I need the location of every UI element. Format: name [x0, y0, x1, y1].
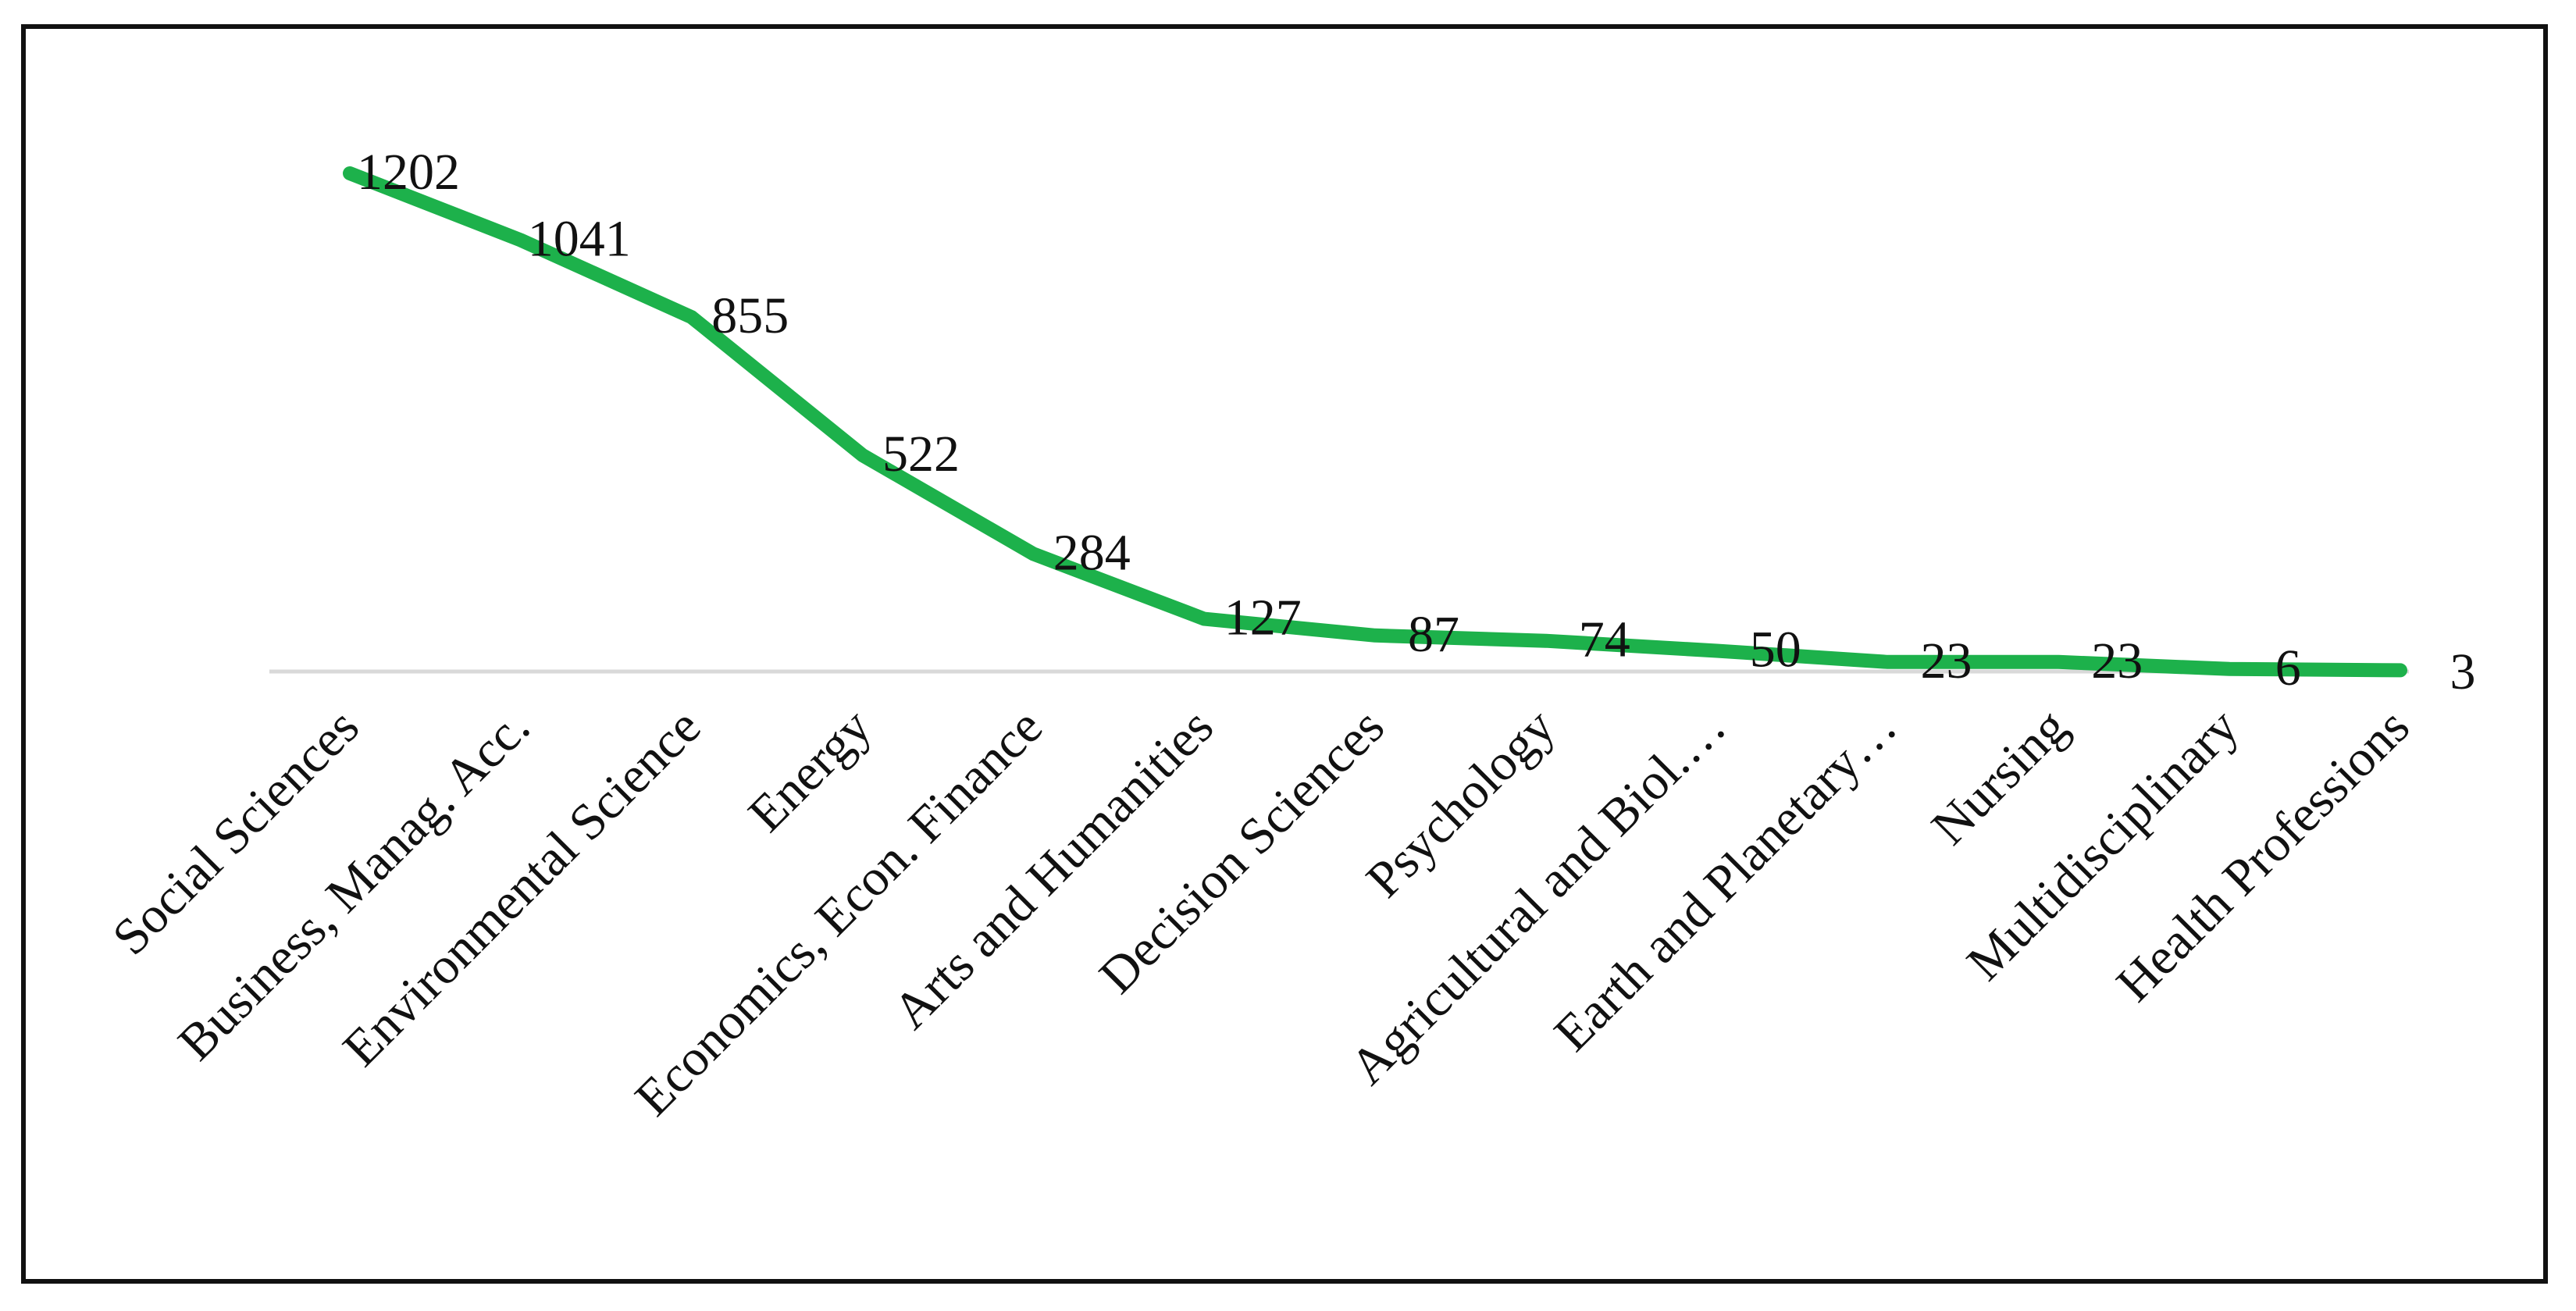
data-label: 23	[1921, 632, 1972, 689]
data-label: 3	[2450, 643, 2476, 700]
data-label: 74	[1579, 611, 1630, 668]
series-line	[343, 166, 2407, 678]
x-tick-label: Decision Sciences	[1088, 698, 1395, 1004]
data-label: 87	[1408, 606, 1459, 663]
x-tick-label: Nursing	[1921, 698, 2079, 856]
data-label: 6	[2275, 639, 2301, 696]
x-tick-label: Earth and Planetary…	[1544, 698, 1908, 1062]
data-label: 50	[1750, 622, 1801, 679]
data-label: 23	[2091, 632, 2143, 689]
x-tick-label: Health Professions	[2106, 698, 2421, 1013]
data-label: 127	[1224, 590, 1302, 647]
chart-frame	[21, 24, 2548, 1284]
data-labels: 1202 1041 855 522 284 127 87 74 50 23 23 6 3	[357, 144, 2476, 700]
data-label: 522	[882, 426, 960, 483]
x-tick-label: Arts and Humanities	[882, 698, 1224, 1040]
x-tick-label: Energy	[738, 698, 883, 843]
data-label: 284	[1053, 524, 1131, 581]
data-label: 855	[711, 287, 789, 344]
data-label: 1202	[357, 144, 460, 201]
data-label: 1041	[528, 211, 631, 268]
